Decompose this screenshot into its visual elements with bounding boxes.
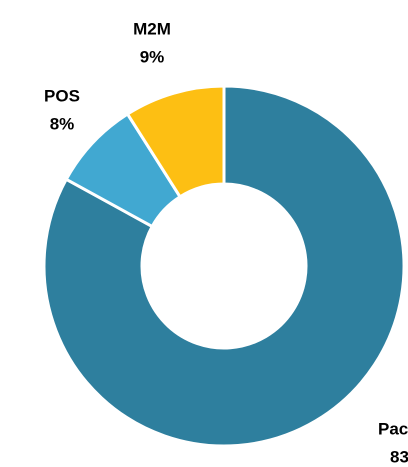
slice-value: 9% xyxy=(140,47,165,66)
slice xyxy=(42,84,406,448)
slice-name: POS xyxy=(44,86,80,105)
slice-name: M2M xyxy=(133,19,171,38)
labels: Pac 83% POS 8% M2M 9% xyxy=(44,19,408,466)
slice-value: 83% xyxy=(390,447,408,466)
slice-name: Pac xyxy=(378,419,408,438)
slice-value: 8% xyxy=(50,114,75,133)
slices xyxy=(42,84,406,448)
slice xyxy=(125,84,226,199)
